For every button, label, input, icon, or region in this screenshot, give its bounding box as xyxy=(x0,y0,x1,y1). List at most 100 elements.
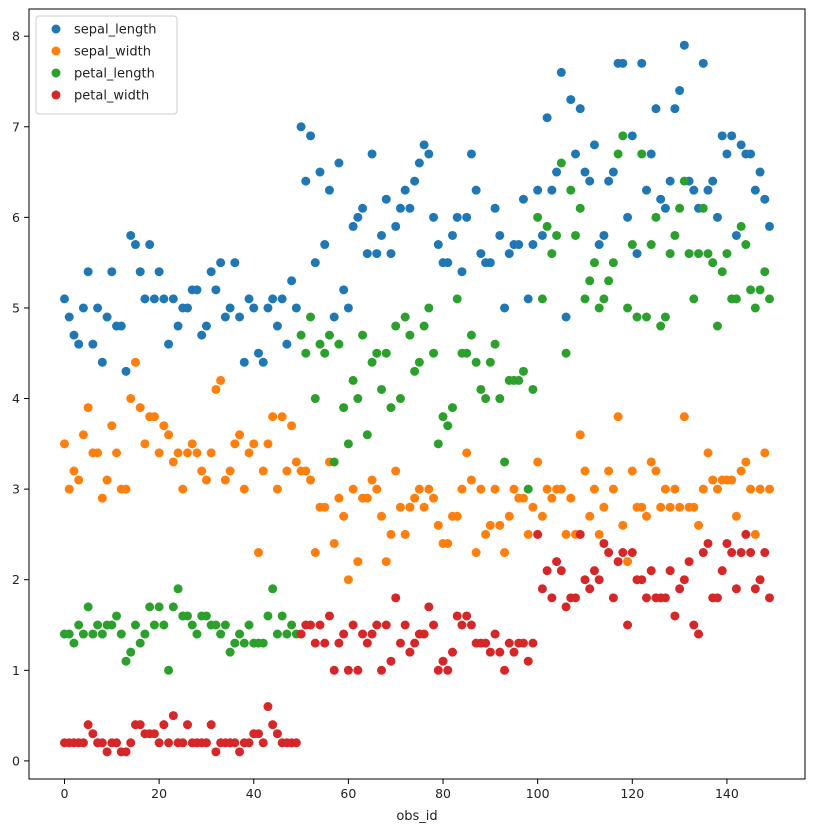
point-petal_width-95 xyxy=(509,647,519,657)
point-sepal_length-64 xyxy=(362,249,372,259)
point-sepal_width-32 xyxy=(211,384,221,394)
point-petal_width-49 xyxy=(291,738,301,748)
point-sepal_width-89 xyxy=(481,529,491,539)
point-sepal_length-4 xyxy=(78,303,88,313)
x-tick-label-80: 80 xyxy=(435,786,451,801)
point-petal_length-55 xyxy=(320,348,330,358)
point-sepal_length-59 xyxy=(339,285,349,295)
point-petal_length-107 xyxy=(566,185,576,195)
point-petal_length-143 xyxy=(736,221,746,231)
point-petal_width-100 xyxy=(533,529,543,539)
point-sepal_width-52 xyxy=(306,475,316,485)
point-sepal_width-43 xyxy=(263,439,273,449)
point-petal_width-22 xyxy=(164,738,174,748)
point-petal_length-136 xyxy=(703,249,713,259)
point-sepal_length-138 xyxy=(712,212,722,222)
point-petal_length-18 xyxy=(145,602,155,612)
point-petal_width-81 xyxy=(443,665,453,675)
point-petal_width-122 xyxy=(637,575,647,585)
point-petal_width-93 xyxy=(500,665,510,675)
point-sepal_width-38 xyxy=(239,484,249,494)
point-sepal_length-63 xyxy=(358,203,368,213)
point-sepal_width-40 xyxy=(249,439,259,449)
point-sepal_width-107 xyxy=(566,493,576,503)
point-petal_width-55 xyxy=(320,638,330,648)
plot-frame xyxy=(28,8,806,780)
point-sepal_width-138 xyxy=(712,484,722,494)
point-sepal_width-45 xyxy=(272,484,282,494)
point-petal_length-82 xyxy=(447,403,457,413)
point-petal_length-87 xyxy=(471,357,481,367)
point-petal_length-129 xyxy=(670,230,680,240)
point-sepal_width-128 xyxy=(665,502,675,512)
point-sepal_length-32 xyxy=(211,285,221,295)
point-sepal_length-120 xyxy=(627,131,637,141)
point-sepal_length-76 xyxy=(419,140,429,150)
x-tick-label-20: 20 xyxy=(151,786,167,801)
y-axis: 0 1 2 3 4 5 6 7 8 xyxy=(12,29,29,768)
point-sepal_length-133 xyxy=(689,185,699,195)
point-petal_width-109 xyxy=(575,529,585,539)
point-petal_length-15 xyxy=(130,620,140,630)
point-petal_length-80 xyxy=(438,412,448,422)
y-tick-label-1: 1 xyxy=(12,663,20,678)
point-petal_length-32 xyxy=(211,620,221,630)
point-petal_width-85 xyxy=(462,611,472,621)
point-sepal_length-124 xyxy=(646,149,656,159)
point-sepal_width-49 xyxy=(291,457,301,467)
point-sepal_width-112 xyxy=(589,484,599,494)
point-sepal_length-107 xyxy=(566,95,576,105)
point-sepal_length-118 xyxy=(618,58,628,68)
point-sepal_width-37 xyxy=(235,430,245,440)
point-sepal_width-113 xyxy=(594,529,604,539)
point-sepal_width-66 xyxy=(372,484,382,494)
point-sepal_width-147 xyxy=(755,484,765,494)
point-petal_length-64 xyxy=(362,430,372,440)
point-petal_length-116 xyxy=(608,258,618,268)
point-petal_length-67 xyxy=(377,384,387,394)
point-sepal_width-11 xyxy=(112,448,122,458)
point-sepal_width-16 xyxy=(135,403,145,413)
point-petal_length-145 xyxy=(746,285,756,295)
point-petal_length-47 xyxy=(282,629,292,639)
point-sepal_width-97 xyxy=(518,493,528,503)
point-sepal_width-34 xyxy=(220,475,230,485)
point-sepal_width-116 xyxy=(608,484,618,494)
x-axis: 0 20 40 60 80 100 120 140 xyxy=(61,779,739,801)
point-petal_width-57 xyxy=(329,665,339,675)
point-petal_width-8 xyxy=(97,738,107,748)
point-petal_length-72 xyxy=(400,312,410,322)
point-sepal_width-123 xyxy=(641,511,651,521)
point-petal_length-33 xyxy=(216,629,226,639)
point-petal_width-94 xyxy=(504,638,514,648)
point-petal_length-144 xyxy=(741,240,751,250)
point-sepal_width-62 xyxy=(353,557,363,567)
point-sepal_width-4 xyxy=(78,430,88,440)
point-sepal_length-145 xyxy=(746,149,756,159)
point-petal_length-112 xyxy=(589,258,599,268)
point-petal_length-35 xyxy=(225,647,235,657)
point-sepal_width-124 xyxy=(646,457,656,467)
point-sepal_length-127 xyxy=(660,203,670,213)
point-sepal_width-131 xyxy=(679,412,689,422)
point-sepal_length-8 xyxy=(97,357,107,367)
point-petal_length-83 xyxy=(452,294,462,304)
point-sepal_width-22 xyxy=(164,430,174,440)
point-sepal_width-71 xyxy=(395,502,405,512)
point-sepal_length-72 xyxy=(400,185,410,195)
point-sepal_width-117 xyxy=(613,412,623,422)
point-sepal_length-12 xyxy=(116,321,126,331)
point-petal_width-52 xyxy=(306,620,316,630)
point-petal_width-21 xyxy=(159,720,169,730)
point-sepal_length-33 xyxy=(216,258,226,268)
point-petal_length-146 xyxy=(750,303,760,313)
point-sepal_width-74 xyxy=(410,493,420,503)
legend-label-sepal_length: sepal_length xyxy=(74,23,157,38)
point-petal_length-1 xyxy=(64,629,74,639)
point-sepal_length-94 xyxy=(504,249,514,259)
point-sepal_length-47 xyxy=(282,339,292,349)
point-sepal_length-5 xyxy=(83,267,93,277)
point-sepal_length-85 xyxy=(462,212,472,222)
point-sepal_width-19 xyxy=(149,412,159,422)
point-petal_width-6 xyxy=(88,729,98,739)
